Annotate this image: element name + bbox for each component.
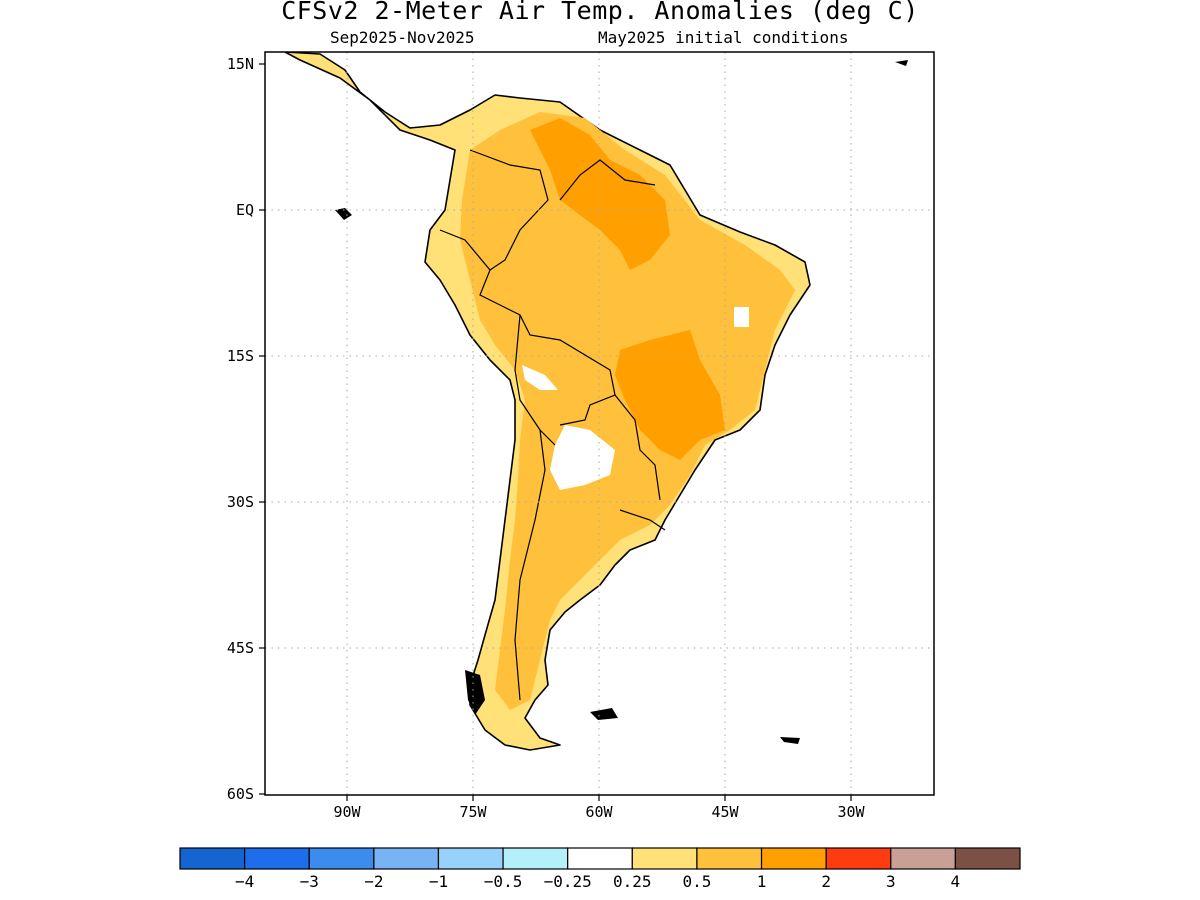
lon-label-60w: 60W (585, 803, 613, 821)
colorbar-tick-label: −1 (428, 872, 449, 891)
anomaly-strong-north (530, 118, 670, 270)
anomaly-neutral-chaco (550, 425, 615, 490)
colorbar-swatch (825, 847, 892, 870)
anomaly-neutral-brazil (734, 307, 749, 327)
colorbar (179, 847, 1021, 870)
colorbar-tick-label: 3 (885, 872, 896, 891)
lon-label-90w: 90W (333, 803, 361, 821)
colorbar-tick-label: 4 (950, 872, 961, 891)
colorbar-swatch (760, 847, 827, 870)
colorbar-swatch (890, 847, 956, 870)
colorbar-swatch (437, 847, 504, 870)
colorbar-swatch (696, 847, 763, 870)
lat-label-30s: 30S (226, 493, 254, 511)
axis-ticks (259, 63, 852, 801)
colorbar-swatch (631, 847, 698, 870)
colorbar-tick-label: −0.25 (543, 872, 592, 891)
lat-label-15s: 15S (226, 347, 254, 365)
grid-lines (265, 52, 934, 795)
anomaly-strong-central (615, 330, 725, 460)
forecast-period: Sep2025-Nov2025 (330, 28, 475, 47)
colorbar-swatch (954, 847, 1021, 870)
country-borders (439, 149, 666, 701)
colorbar-swatch (567, 847, 633, 870)
lat-label-45s: 45S (226, 639, 254, 657)
colorbar-swatch (244, 847, 310, 870)
map-title: CFSv2 2-Meter Air Temp. Anomalies (deg C… (281, 0, 919, 25)
colorbar-tick-label: −0.5 (483, 872, 523, 891)
initial-conditions: May2025 initial conditions (598, 28, 849, 47)
lat-label-eq: EQ (235, 201, 254, 219)
colorbar-tick-label: 1 (756, 872, 767, 891)
lon-label-75w: 75W (459, 803, 487, 821)
lon-label-30w: 30W (837, 803, 865, 821)
islands (335, 60, 908, 744)
colorbar-swatch (308, 847, 375, 870)
colorbar-tick-label: 2 (821, 872, 831, 891)
lon-label-45w: 45W (711, 803, 739, 821)
anomaly-neutral-altiplano (522, 365, 558, 390)
lat-label-60s: 60S (226, 785, 254, 803)
colorbar-tick-label: 0.25 (613, 872, 652, 891)
colorbar-tick-label: −4 (234, 872, 255, 891)
colorbar-tick-label: −3 (299, 872, 319, 891)
colorbar-swatch (373, 847, 440, 870)
colorbar-tick-label: −2 (364, 872, 384, 891)
colorbar-swatch (502, 847, 569, 870)
colorbar-tick-label: 0.5 (682, 872, 712, 891)
colorbar-swatch (179, 847, 246, 870)
lat-label-15n: 15N (226, 55, 254, 73)
